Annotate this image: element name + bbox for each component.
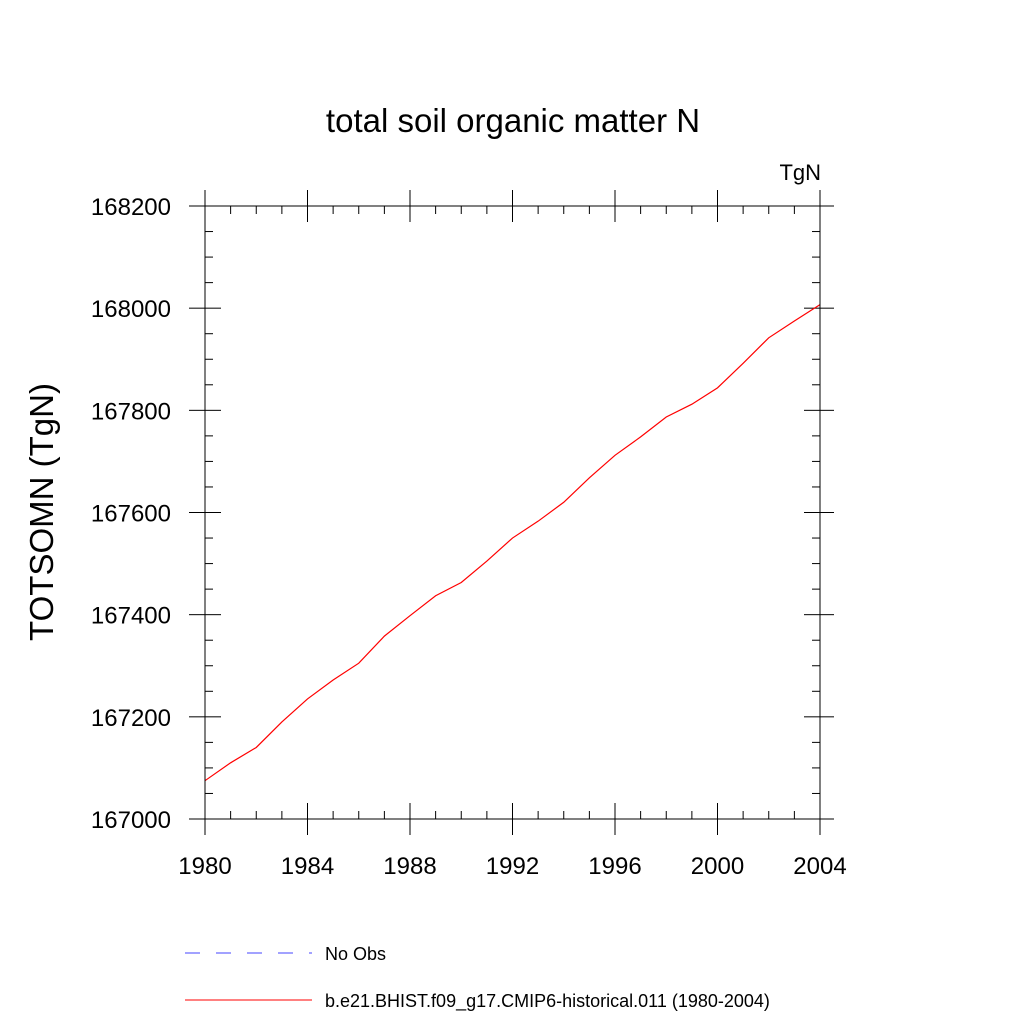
y-tick-label: 168000 — [91, 296, 171, 323]
y-tick-label: 167800 — [91, 398, 171, 425]
x-tick-label: 1984 — [281, 853, 334, 880]
x-tick-label: 1980 — [178, 853, 231, 880]
axis-ticks — [189, 190, 834, 835]
y-axis-label: TOTSOMN (TgN) — [23, 383, 60, 641]
y-tick-label: 167400 — [91, 603, 171, 630]
x-tick-label: 1992 — [486, 853, 539, 880]
units-label: TgN — [779, 160, 821, 185]
y-tick-label: 167000 — [91, 807, 171, 834]
x-tick-label: 2004 — [793, 853, 846, 880]
chart-title: total soil organic matter N — [326, 102, 700, 139]
series-line — [204, 304, 821, 782]
plot-series — [204, 304, 821, 782]
y-tick-label: 168200 — [91, 194, 171, 221]
x-tick-label: 1996 — [588, 853, 641, 880]
x-tick-label: 1988 — [383, 853, 436, 880]
y-tick-label: 167600 — [91, 501, 171, 528]
legend: No Obs b.e21.BHIST.f09_g17.CMIP6-historic… — [185, 944, 770, 1012]
y-tick-label: 167200 — [91, 705, 171, 732]
legend-label: No Obs — [325, 944, 386, 964]
plot-frame — [204, 205, 821, 820]
axis-tick-labels: 1980 1984 1988 1992 1996 2000 2004 167000 167200… — [91, 194, 847, 880]
x-tick-label: 2000 — [691, 853, 744, 880]
legend-label: b.e21.BHIST.f09_g17.CMIP6-historical.011… — [325, 991, 770, 1012]
